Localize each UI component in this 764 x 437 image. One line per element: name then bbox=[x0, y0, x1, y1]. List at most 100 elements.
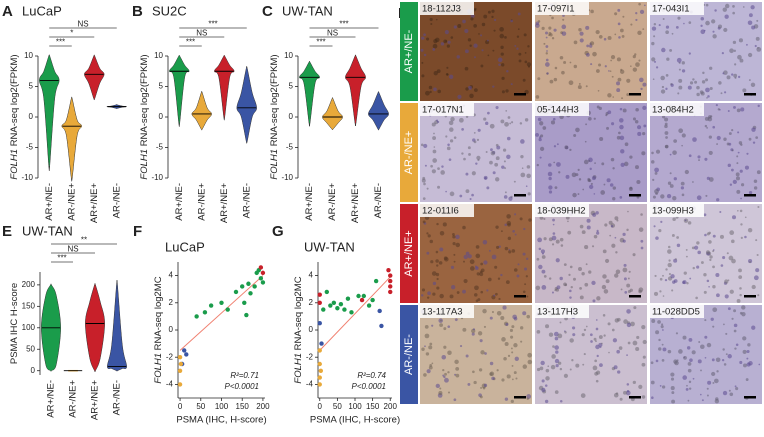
tissue-texture bbox=[526, 173, 531, 179]
tissue-texture bbox=[421, 36, 425, 40]
scale-bar bbox=[629, 194, 641, 197]
tissue-texture bbox=[467, 38, 472, 42]
tissue-texture bbox=[626, 389, 630, 393]
tissue-texture bbox=[487, 10, 491, 14]
tissue-texture bbox=[541, 285, 547, 290]
tissue-texture bbox=[651, 57, 656, 62]
tissue-texture bbox=[614, 273, 619, 278]
x-tick-label: AR-/NE- bbox=[241, 183, 252, 218]
tissue-texture bbox=[714, 378, 719, 384]
tissue-texture bbox=[644, 4, 646, 7]
tissue-texture bbox=[500, 119, 505, 124]
tissue-texture bbox=[715, 357, 721, 363]
chart-title: UW-TAN bbox=[22, 223, 73, 238]
tissue-texture bbox=[692, 377, 695, 380]
scale-bar bbox=[514, 396, 526, 399]
x-tick-label: AR-/NE+ bbox=[196, 183, 207, 221]
panel-letter: B bbox=[132, 3, 143, 20]
x-tick-label: 50 bbox=[196, 402, 205, 411]
tissue-texture bbox=[519, 122, 523, 125]
tissue-texture bbox=[458, 117, 464, 123]
tissue-texture bbox=[581, 272, 585, 276]
tissue-texture bbox=[473, 56, 476, 59]
tissue-texture bbox=[687, 368, 692, 373]
x-tick-label: AR+/NE- bbox=[174, 183, 185, 221]
tissue-texture bbox=[609, 183, 614, 187]
tissue-texture bbox=[653, 60, 657, 63]
tissue-texture bbox=[496, 369, 499, 372]
tissue-texture bbox=[535, 285, 541, 291]
scale-bar bbox=[744, 93, 756, 96]
point bbox=[248, 291, 253, 296]
tissue-texture bbox=[635, 62, 640, 67]
tissue-texture bbox=[459, 194, 463, 198]
tissue-texture bbox=[510, 347, 513, 350]
tissue-texture bbox=[489, 123, 495, 129]
tissue-texture bbox=[484, 352, 487, 355]
tissue-texture bbox=[739, 209, 743, 213]
tissue-texture bbox=[495, 177, 500, 182]
tissue-texture bbox=[611, 328, 615, 332]
tissue-texture bbox=[506, 136, 511, 141]
tissue-texture bbox=[426, 251, 430, 255]
tissue-texture bbox=[553, 77, 558, 82]
tissue-texture bbox=[590, 340, 593, 343]
tissue-texture bbox=[616, 135, 621, 140]
tissue-texture bbox=[510, 399, 514, 404]
y-axis-label-gene: FOLH1 bbox=[269, 149, 280, 180]
tissue-texture bbox=[429, 342, 433, 346]
tissue-texture bbox=[451, 285, 456, 290]
tissue-texture bbox=[438, 261, 443, 265]
tissue-texture bbox=[447, 350, 452, 356]
y-tick-label: -10 bbox=[281, 173, 293, 182]
tissue-texture bbox=[579, 224, 584, 229]
tissue-texture bbox=[633, 306, 637, 310]
y-tick-label: 0 bbox=[29, 112, 34, 121]
violin bbox=[299, 60, 320, 127]
tissue-texture bbox=[750, 82, 756, 88]
tissue-texture bbox=[729, 289, 734, 294]
tissue-texture bbox=[658, 347, 662, 351]
point bbox=[349, 310, 354, 315]
tissue-texture bbox=[578, 178, 582, 181]
tissue-texture bbox=[559, 55, 564, 60]
tissue-texture bbox=[582, 188, 585, 191]
tissue-texture bbox=[422, 220, 426, 224]
tissue-texture bbox=[729, 183, 733, 186]
tissue-texture bbox=[526, 295, 529, 298]
tissue-texture bbox=[514, 233, 517, 236]
tissue-texture bbox=[590, 182, 593, 185]
tissue-texture bbox=[459, 344, 463, 348]
significance-label: NS bbox=[77, 20, 88, 29]
significance-label: *** bbox=[56, 38, 65, 47]
tissue-texture bbox=[447, 325, 451, 328]
tissue-texture bbox=[461, 128, 464, 131]
tissue-texture bbox=[619, 118, 624, 123]
tissue-texture bbox=[467, 382, 471, 386]
tissue-texture bbox=[569, 296, 572, 299]
tissue-texture bbox=[559, 237, 564, 242]
tissue-texture bbox=[592, 51, 597, 57]
tissue-texture bbox=[585, 263, 588, 266]
tissue-texture bbox=[522, 364, 528, 369]
row-label: AR+/NE- bbox=[403, 29, 415, 73]
tissue-texture bbox=[474, 285, 479, 291]
tissue-texture bbox=[596, 370, 601, 375]
tissue-texture bbox=[641, 151, 646, 156]
y-axis-label-text: RNA-seq log2MC bbox=[293, 276, 304, 353]
tissue-texture bbox=[609, 234, 612, 237]
tissue-texture bbox=[709, 255, 713, 259]
y-tick-label: 2 bbox=[169, 298, 174, 307]
tissue-texture bbox=[614, 12, 618, 16]
tissue-texture bbox=[589, 333, 593, 337]
tissue-texture bbox=[449, 139, 454, 143]
tissue-texture bbox=[432, 43, 438, 49]
tissue-texture bbox=[543, 275, 547, 278]
tissue-texture bbox=[473, 131, 476, 134]
tissue-texture bbox=[551, 235, 557, 241]
tissue-texture bbox=[626, 383, 630, 386]
tissue-texture bbox=[548, 163, 552, 167]
tissue-texture bbox=[738, 275, 743, 280]
tissue-texture bbox=[445, 73, 449, 76]
tissue-image bbox=[650, 305, 762, 404]
